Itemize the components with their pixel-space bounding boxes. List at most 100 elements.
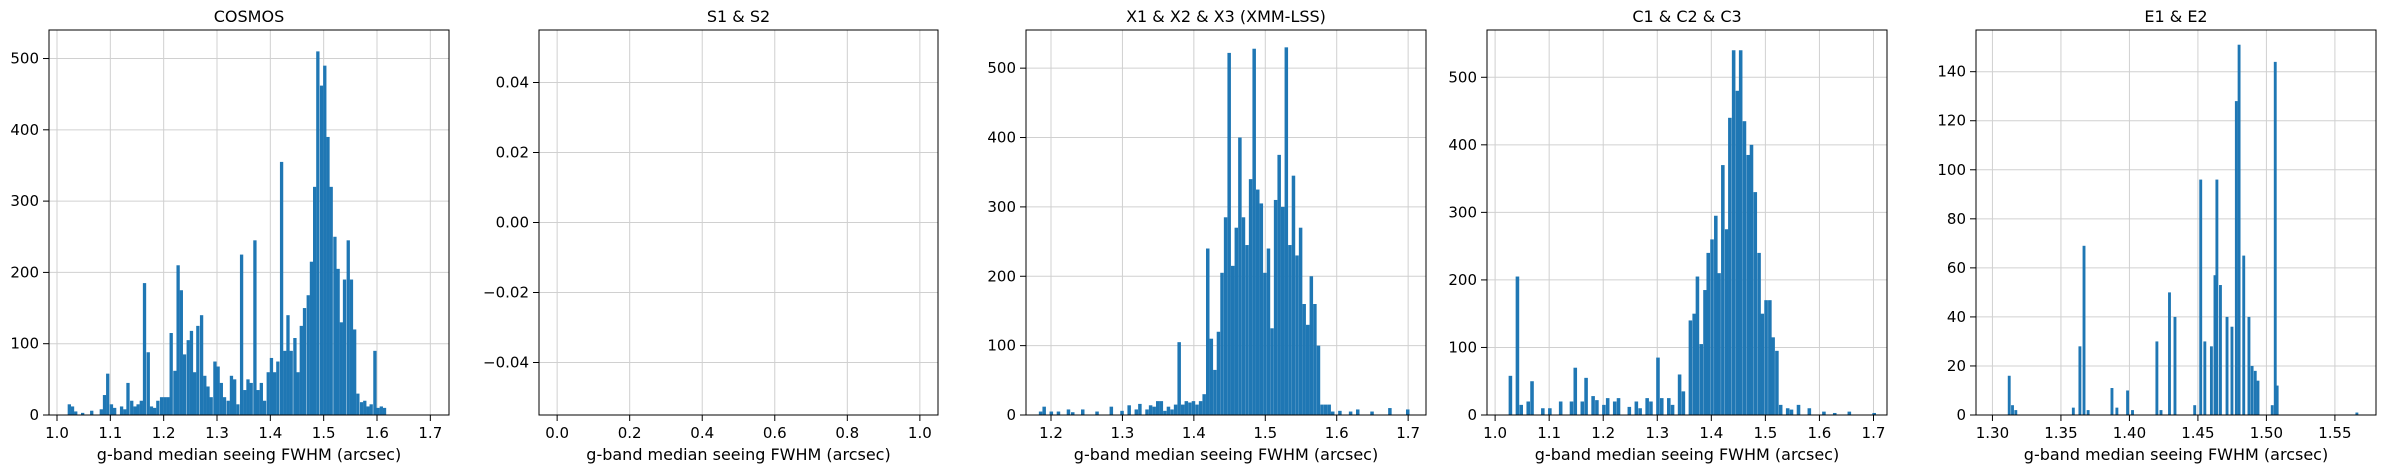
histogram-bar [1038, 411, 1043, 415]
panel-s1-s2: 0.0 0.2 0.4 0.6 0.8 1.0 −0.04 −0.02 0.00 0.02 0.04… [483, 7, 939, 464]
histogram-bar [342, 279, 347, 415]
histogram-bar [2011, 405, 2014, 415]
histogram-bar [1095, 411, 1099, 415]
histogram-bar [1071, 412, 1075, 415]
histogram-bar [1771, 337, 1775, 415]
histogram-bar [1847, 411, 1852, 415]
y-tick-label: 0.04 [496, 74, 529, 92]
histogram-bar [156, 400, 160, 415]
histogram-bar [219, 382, 223, 415]
histogram-bar [2234, 101, 2238, 415]
histogram-bar [142, 283, 147, 415]
histogram-bar [369, 404, 373, 415]
histogram-bar [139, 400, 143, 415]
histogram-bar [1266, 248, 1271, 415]
histogram-bar [1677, 374, 1682, 415]
histogram-bar [1721, 165, 1725, 415]
histogram-bar [316, 51, 320, 416]
histogram-bar [1148, 405, 1153, 415]
y-tick-label: 400 [1448, 136, 1477, 154]
histogram-bar [1519, 404, 1523, 415]
x-tick-label: 1.0 [908, 424, 932, 442]
histogram-bar [226, 400, 230, 415]
histogram-bar [276, 361, 280, 415]
histogram-bar [376, 407, 380, 415]
histogram-bar [176, 265, 180, 415]
histogram-bar [1822, 411, 1826, 415]
histogram-bar [1298, 227, 1303, 415]
y-tick-label: 0 [1467, 406, 1477, 424]
x-tick-label: 1.3 [205, 424, 229, 442]
histogram-bar [1656, 357, 1660, 415]
y-tick-label: 140 [1937, 63, 1966, 81]
histogram-bar [1605, 398, 1610, 415]
histogram-bar [1209, 338, 1214, 415]
histogram-bar [2253, 370, 2257, 415]
x-axis-label: g-band median seeing FWHM (arcsec) [1074, 445, 1378, 464]
y-tick-label: 0 [29, 406, 39, 424]
histogram-bar [1749, 144, 1754, 415]
y-tick-label: 200 [1448, 271, 1477, 289]
x-tick-label: 1.5 [312, 424, 336, 442]
x-tick-label: 1.6 [1325, 424, 1349, 442]
histogram-bar [1356, 409, 1360, 415]
histogram-bar [1348, 411, 1353, 415]
histogram-bar [1558, 401, 1563, 415]
x-tick-label: 0.4 [690, 424, 714, 442]
histogram-bar [1692, 313, 1696, 415]
histogram-bar [266, 372, 270, 415]
histogram-bar [356, 393, 360, 415]
histogram-bar [1156, 401, 1160, 415]
histogram-bar [1056, 411, 1061, 415]
x-tick-label: 1.5 [1753, 424, 1777, 442]
histogram-bar [102, 395, 107, 415]
histogram-bar [1659, 398, 1664, 415]
histogram-bar [1742, 121, 1747, 416]
histogram-bar [273, 372, 277, 415]
x-tick-label: 1.55 [2318, 424, 2351, 442]
histogram-bar [339, 322, 343, 415]
histogram-bar [1688, 320, 1693, 415]
y-tick-label: 500 [10, 50, 39, 68]
histogram-bar [1234, 227, 1239, 415]
y-tick-label: 300 [10, 192, 39, 210]
histogram-bar [2199, 179, 2203, 415]
histogram-bar [1338, 410, 1342, 415]
y-tick-label: 0 [1006, 406, 1016, 424]
histogram-bar [1081, 409, 1085, 415]
y-tick-label: 100 [1448, 338, 1477, 356]
histogram-bar [1284, 47, 1289, 415]
y-tick-label: 200 [987, 267, 1016, 285]
histogram-bar [363, 400, 367, 415]
histogram-bar [126, 382, 130, 415]
x-axis-label: g-band median seeing FWHM (arcsec) [586, 445, 890, 464]
y-tick-label: 0.00 [496, 214, 529, 232]
histogram-bar [1323, 404, 1328, 415]
histogram-bar [74, 411, 78, 415]
histogram-bar [1746, 154, 1751, 415]
histogram-bar [1714, 215, 1718, 415]
histogram-bar [1710, 239, 1714, 415]
histogram-bar [196, 325, 200, 415]
histogram-bar [123, 409, 127, 415]
histogram-bar [206, 386, 210, 415]
x-tick-label: 1.5 [1253, 424, 1277, 442]
histogram-bar [1198, 401, 1203, 415]
histogram-bar [1049, 411, 1054, 415]
y-tick-label: 0 [1956, 406, 1966, 424]
y-tick-label: 120 [1937, 112, 1966, 130]
histogram-bar [1213, 369, 1217, 415]
histogram-bar [173, 370, 177, 415]
histogram-bar [1695, 276, 1700, 415]
histogram-bar [119, 406, 124, 415]
histogram-bar [359, 402, 364, 415]
histogram-bar [1757, 252, 1761, 415]
histogram-bar [299, 325, 303, 415]
histogram-bar [1220, 272, 1224, 415]
histogram-bar [1703, 290, 1707, 415]
histogram-bar [229, 375, 234, 415]
y-tick-label: 400 [987, 129, 1016, 147]
histogram-bar [379, 406, 383, 415]
histogram-bar [1602, 404, 1606, 415]
